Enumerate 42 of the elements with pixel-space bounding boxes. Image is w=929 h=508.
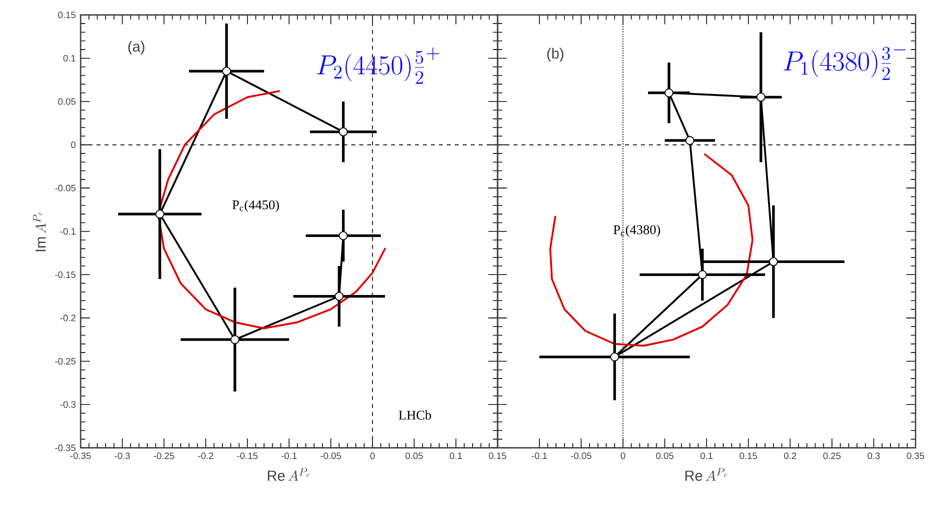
y-tick-label: 0.15 <box>58 12 76 18</box>
x-tick-label: 0.3 <box>868 452 880 460</box>
x-tick-label: 0.15 <box>740 452 758 460</box>
annotation: LHCb <box>398 410 432 420</box>
x-tick-label: 0.2 <box>784 452 796 460</box>
x-tick-label: 0.05 <box>656 452 674 460</box>
y-tick-label: -0.35 <box>55 444 76 452</box>
y-tick-label: -0.15 <box>55 272 76 278</box>
x-tick-label: -0.1 <box>532 452 547 460</box>
x-tick-label: 0.1 <box>450 452 462 460</box>
annotation: $P_1(4380)\frac{3}{2}^{-}$ <box>784 47 906 80</box>
y-tick-label: -0.05 <box>55 185 76 192</box>
y-axis-title: $\mathrm{Im}\,A^{P_c}$ <box>33 212 46 252</box>
annotation: P$_{c}$(4450) <box>232 200 279 212</box>
y-tick-label: -0.2 <box>60 314 76 322</box>
x-tick-label: -0.25 <box>154 452 174 460</box>
x-tick-label: -0.1 <box>282 452 297 460</box>
y-tick-label: 0 <box>71 142 76 148</box>
annotation: (b) <box>547 48 564 62</box>
x-tick-label: 0.1 <box>700 452 713 460</box>
y-tick-label: -0.25 <box>55 358 76 365</box>
y-tick-label: 0.05 <box>58 98 76 106</box>
y-tick-label: -0.3 <box>60 401 76 408</box>
x-tick-label: -0.15 <box>237 452 258 460</box>
x-tick-label: 0 <box>620 452 626 460</box>
x-axis-title: $\mathrm{Re}\,A^{P_c}$ <box>268 468 310 482</box>
x-tick-label: 0 <box>370 452 375 460</box>
x-tick-label: -0.05 <box>320 452 341 460</box>
y-tick-label: 0.1 <box>63 55 76 62</box>
x-tick-label: -0.05 <box>571 452 592 460</box>
annotation: (a) <box>128 41 144 55</box>
x-tick-label: -0.2 <box>198 452 214 460</box>
annotation: $P_2(4450)\frac{5}{2}^{+}$ <box>317 48 440 84</box>
x-tick-label: 0.25 <box>823 452 841 460</box>
x-tick-label: 0.15 <box>488 452 506 460</box>
annotation: P$_{c}$(4380) <box>614 225 660 238</box>
x-tick-label: -0.35 <box>70 452 91 460</box>
x-tick-label: 0.35 <box>906 452 924 460</box>
x-axis-title: $\mathrm{Re}\,A^{P_c}$ <box>685 468 728 482</box>
x-tick-label: -0.3 <box>114 452 130 460</box>
y-tick-label: -0.1 <box>60 228 76 235</box>
x-tick-label: 0.05 <box>406 452 423 460</box>
